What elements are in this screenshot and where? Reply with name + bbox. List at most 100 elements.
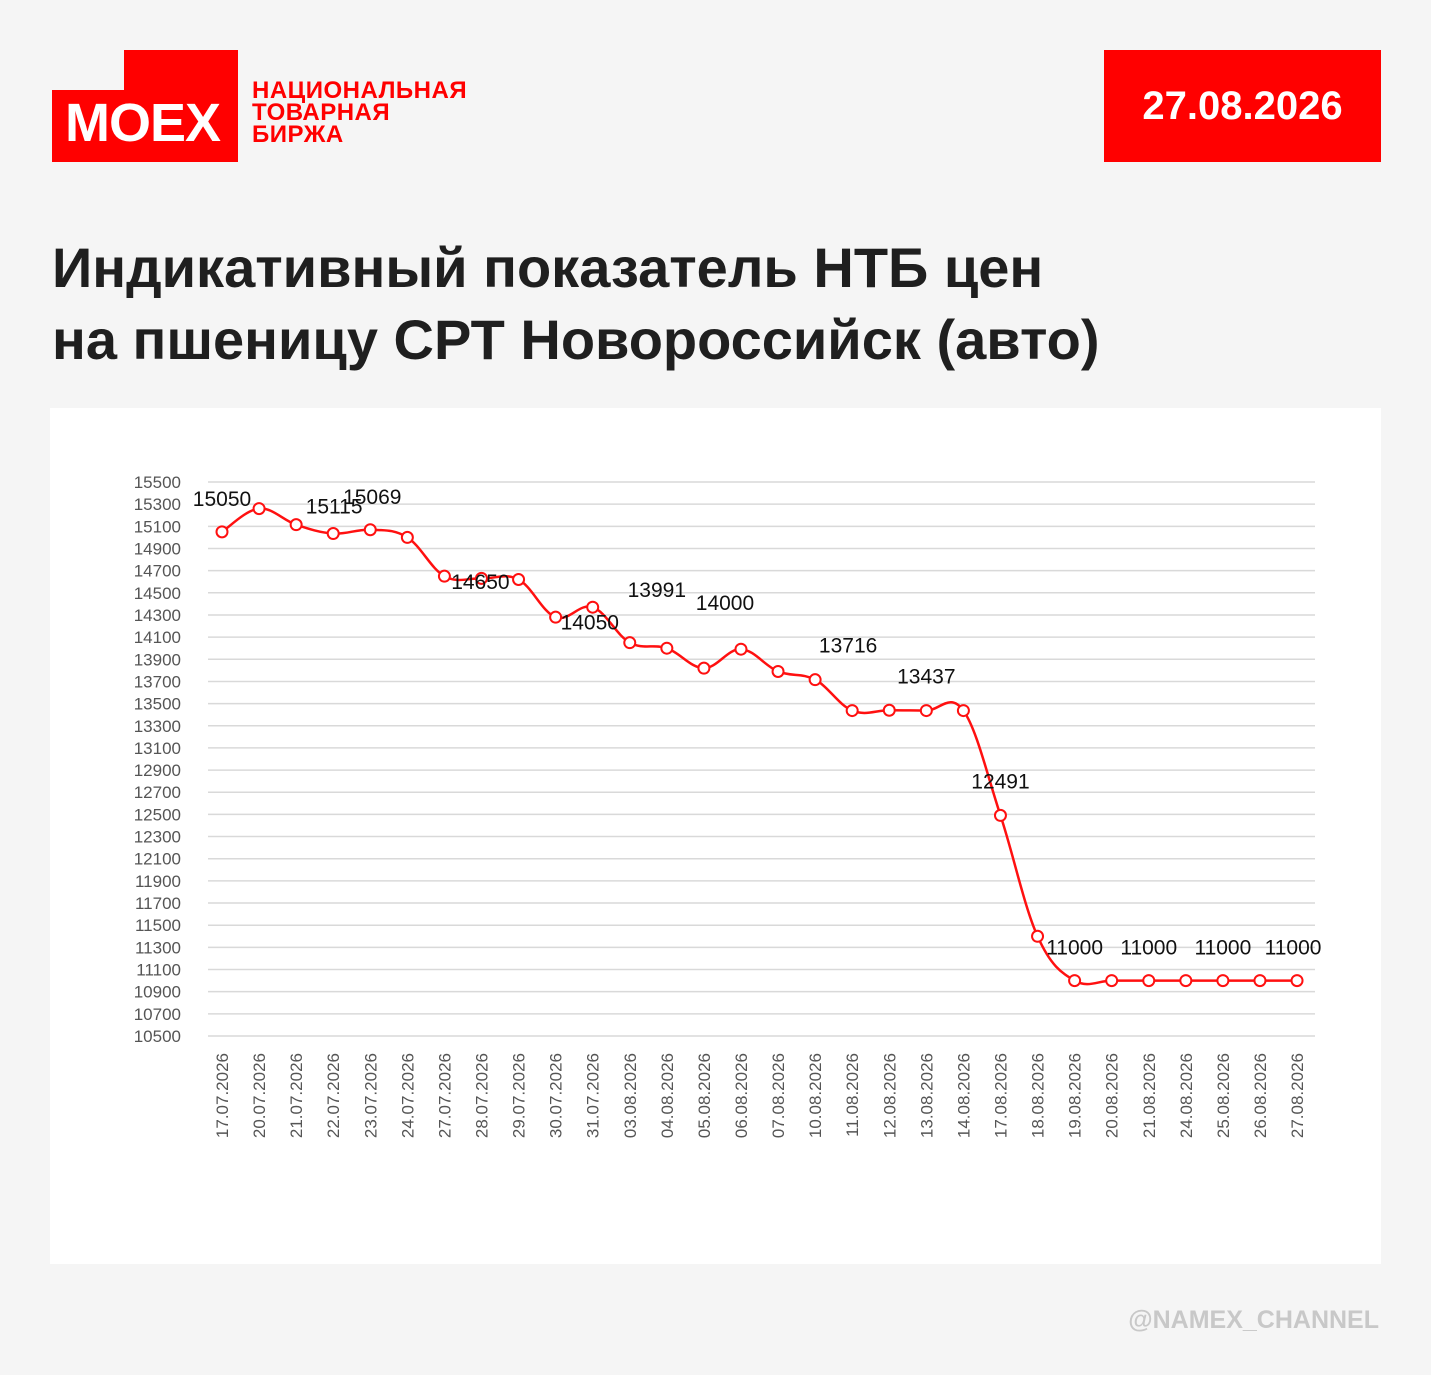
data-point: [363, 523, 377, 537]
y-tick-label: 10500: [134, 1027, 181, 1046]
logo-sub-line-1: НАЦИОНАЛЬНАЯ: [252, 77, 468, 104]
x-tick-label: 05.08.2026: [695, 1053, 714, 1138]
x-tick-label: 07.08.2026: [769, 1053, 788, 1138]
x-tick-label: 21.07.2026: [287, 1053, 306, 1138]
data-point: [1216, 974, 1230, 988]
x-tick-label: 19.08.2026: [1066, 1053, 1085, 1138]
date-badge: 27.08.2026: [1104, 50, 1381, 162]
data-label: 14050: [561, 612, 619, 635]
price-line-chart: 15500 15300 15100 14900 14700 14500 14300 14100…: [134, 473, 1322, 1138]
data-point: [734, 642, 748, 656]
y-tick-label: 12700: [134, 783, 181, 802]
x-tick-label: 10.08.2026: [806, 1053, 825, 1138]
logo-sub-line-2: ТОВАРНАЯ: [252, 99, 391, 126]
data-point: [660, 641, 674, 655]
data-point: [474, 571, 488, 585]
y-tick-label: 10900: [134, 983, 181, 1002]
y-tick-layer: 15500 15300 15100 14900 14700 14500 14300 14100…: [134, 473, 181, 1046]
x-tick-label: 29.07.2026: [510, 1053, 529, 1138]
x-tick-label: 23.07.2026: [361, 1053, 380, 1138]
data-point: [1142, 974, 1156, 988]
y-tick-label: 12500: [134, 805, 181, 824]
point-layer: [215, 502, 1304, 988]
data-point: [1253, 974, 1267, 988]
y-tick-label: 15300: [134, 495, 181, 514]
y-tick-label: 12900: [134, 761, 181, 780]
logo-subtitle: НАЦИОНАЛЬНАЯ ТОВАРНАЯ БИРЖА: [252, 77, 468, 148]
data-point: [437, 569, 451, 583]
x-tick-label: 14.08.2026: [954, 1053, 973, 1138]
x-tick-label: 11.08.2026: [843, 1053, 862, 1137]
data-point: [400, 530, 414, 544]
y-tick-label: 13500: [134, 695, 181, 714]
data-label: 14650: [451, 571, 509, 594]
y-tick-label: 14100: [134, 628, 181, 647]
x-tick-label: 13.08.2026: [917, 1053, 936, 1138]
data-point: [586, 600, 600, 614]
channel-watermark: @NAMEX_CHANNEL: [1128, 1306, 1379, 1334]
data-point: [549, 610, 563, 624]
data-point: [1031, 929, 1045, 943]
data-point: [1105, 974, 1119, 988]
x-tick-label: 30.07.2026: [547, 1053, 566, 1138]
logo-sub-line-3: БИРЖА: [252, 121, 344, 148]
y-tick-label: 11300: [135, 938, 181, 957]
y-tick-label: 11500: [135, 916, 181, 935]
y-tick-label: 12300: [134, 828, 181, 847]
moex-logo: MOEX НАЦИОНАЛЬНАЯ ТОВАРНАЯ БИРЖА: [52, 50, 492, 162]
data-point: [326, 527, 340, 541]
x-tick-label: 06.08.2026: [732, 1053, 751, 1138]
line-layer: [221, 507, 1298, 986]
x-tick-label: 20.08.2026: [1103, 1053, 1122, 1138]
y-tick-label: 11900: [135, 872, 181, 891]
x-tick-label: 31.07.2026: [584, 1053, 603, 1138]
x-tick-label: 18.08.2026: [1029, 1053, 1048, 1138]
page-title: Индикативный показатель НТБ цен на пшени…: [52, 232, 1099, 376]
x-tick-label: 24.07.2026: [398, 1053, 417, 1138]
data-point: [956, 704, 970, 718]
data-label: 13716: [819, 635, 877, 658]
y-tick-label: 11700: [135, 894, 181, 913]
x-tick-label: 17.08.2026: [991, 1053, 1010, 1138]
data-point: [919, 704, 933, 718]
data-label: 13437: [897, 666, 955, 689]
y-tick-label: 14300: [134, 606, 181, 625]
data-label: 14000: [696, 592, 754, 615]
x-tick-label: 26.08.2026: [1251, 1053, 1270, 1138]
data-label: 11000: [1194, 937, 1251, 960]
data-point: [993, 808, 1007, 822]
data-point: [252, 502, 266, 516]
x-tick-label: 22.07.2026: [324, 1053, 343, 1138]
logo-red-box: MOEX: [52, 50, 238, 162]
data-label: 11000: [1265, 937, 1322, 960]
y-tick-label: 10700: [134, 1005, 181, 1024]
data-label: 15050: [193, 488, 251, 511]
title-line-1: Индикативный показатель НТБ цен: [52, 236, 1044, 299]
data-point: [289, 518, 303, 532]
y-tick-label: 13700: [134, 672, 181, 691]
data-point: [845, 704, 859, 718]
y-tick-label: 15500: [134, 473, 181, 492]
y-tick-label: 14500: [134, 584, 181, 603]
data-label: 15115: [306, 496, 363, 519]
data-point: [215, 525, 229, 539]
title-line-2: на пшеницу СРТ Новороссийск (авто): [52, 308, 1100, 371]
data-label: 15069: [343, 486, 401, 509]
data-label: 13991: [628, 579, 686, 602]
x-tick-label: 12.08.2026: [880, 1053, 899, 1138]
data-point: [882, 703, 896, 717]
data-point: [697, 661, 711, 675]
y-tick-label: 12100: [134, 850, 181, 869]
y-tick-label: 13300: [134, 717, 181, 736]
data-point: [1179, 974, 1193, 988]
x-tick-label: 27.08.2026: [1288, 1053, 1307, 1138]
logo-word: MOEX: [65, 93, 221, 153]
x-tick-label: 17.07.2026: [213, 1053, 232, 1138]
data-label: 12491: [971, 770, 1029, 793]
logo-notch: [52, 50, 124, 90]
data-point: [1290, 974, 1304, 988]
x-tick-label: 20.07.2026: [250, 1053, 269, 1138]
x-tick-label: 04.08.2026: [658, 1053, 677, 1138]
y-tick-label: 13900: [134, 650, 181, 669]
